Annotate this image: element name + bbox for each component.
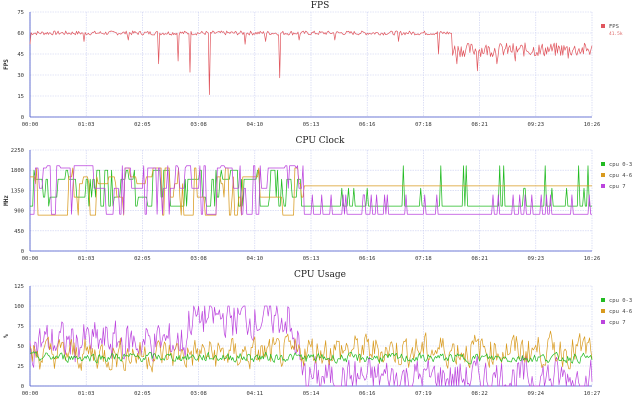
y-tick-label: 0 [21, 249, 24, 255]
x-tick-label: 06:16 [359, 256, 376, 262]
legend: cpu 0-3 cpu 4-6 cpu 7 [601, 298, 632, 326]
legend-swatch [601, 320, 605, 324]
chart-title: CPU Usage [294, 270, 346, 280]
x-tick-label: 08:21 [471, 256, 488, 262]
y-tick-label: 0 [21, 115, 24, 121]
y-tick-label: 1350 [11, 188, 24, 194]
x-tick-label: 02:05 [134, 256, 151, 262]
x-tick-label: 05:13 [303, 122, 320, 128]
x-tick-label: 02:05 [134, 391, 151, 397]
x-tick-label: 04:10 [247, 122, 264, 128]
y-tick-label: 25 [17, 364, 24, 370]
x-tick-label: 07:19 [415, 391, 432, 397]
x-tick-label: 00:00 [22, 122, 39, 128]
y-tick-label: 75 [17, 10, 24, 16]
legend-label: cpu 0-3 [609, 298, 632, 304]
x-tick-label: 01:03 [78, 122, 95, 128]
x-tick-label: 05:14 [303, 391, 320, 397]
y-tick-label: 100 [14, 304, 24, 310]
x-tick-label: 08:21 [471, 122, 488, 128]
x-tick-label: 09:24 [528, 391, 545, 397]
x-tick-label: 07:18 [415, 256, 432, 262]
x-tick-label: 03:08 [190, 391, 207, 397]
x-tick-label: 01:03 [78, 391, 95, 397]
y-tick-label: 60 [17, 31, 24, 37]
x-tick-label: 02:05 [134, 122, 151, 128]
x-tick-label: 07:18 [415, 122, 432, 128]
legend-swatch [601, 309, 605, 313]
legend-swatch [601, 184, 605, 188]
y-axis-label: MHz [3, 195, 10, 206]
clock-series-line [30, 165, 592, 207]
clock-series-line [30, 167, 592, 216]
chart-panel-0: FPS 0 15 30 45 60 75 00:00 01:03 02:05 03:08 04:10 0… [3, 1, 623, 128]
y-axis-label: FPS [3, 59, 10, 70]
x-tick-label: 10:26 [584, 122, 601, 128]
x-tick-label: 10:27 [584, 391, 601, 397]
x-tick-label: 06:16 [359, 122, 376, 128]
legend-label: cpu 7 [609, 184, 626, 190]
x-tick-label: 04:11 [247, 391, 264, 397]
usage-series-line [29, 305, 593, 387]
legend-sublabel: 41.5k [609, 31, 623, 37]
chart-panel-2: CPU Usage 0 25 50 75 100 125 00:00 01:03 02:05 03:… [3, 270, 632, 397]
x-tick-label: 04:10 [247, 256, 264, 262]
y-tick-label: 125 [14, 284, 24, 290]
y-tick-label: 45 [17, 52, 24, 58]
y-tick-label: 0 [21, 384, 24, 390]
legend-label: cpu 0-3 [609, 162, 632, 168]
y-tick-label: 450 [14, 229, 24, 235]
legend-label: FPS [609, 24, 619, 30]
legend-swatch [601, 298, 605, 302]
y-tick-label: 900 [14, 209, 24, 215]
x-tick-label: 03:08 [190, 256, 207, 262]
fps-series-line [29, 30, 593, 95]
y-tick-label: 75 [17, 324, 24, 330]
y-tick-label: 50 [17, 344, 24, 350]
y-axis-label: % [3, 334, 10, 338]
y-tick-label: 1800 [11, 168, 24, 174]
chart-panel-1: CPU Clock 0 450 900 1350 1800 2250 00:00 01:03 02… [3, 136, 632, 262]
x-tick-label: 06:16 [359, 391, 376, 397]
legend-label: cpu 4-6 [609, 173, 632, 179]
legend-label: cpu 7 [609, 320, 626, 326]
chart-title: CPU Clock [296, 136, 345, 146]
x-tick-label: 09:23 [528, 122, 545, 128]
legend-swatch [601, 162, 605, 166]
clock-series-line [30, 165, 592, 215]
x-tick-label: 03:08 [190, 122, 207, 128]
legend: cpu 0-3 cpu 4-6 cpu 7 [601, 162, 632, 190]
y-tick-label: 30 [17, 73, 24, 79]
x-tick-label: 00:00 [22, 256, 39, 262]
x-tick-label: 09:23 [528, 256, 545, 262]
x-tick-label: 10:26 [584, 256, 601, 262]
usage-series-line [29, 330, 593, 373]
y-tick-label: 2250 [11, 148, 24, 154]
legend-label: cpu 4-6 [609, 309, 632, 315]
x-tick-label: 08:22 [471, 391, 488, 397]
legend-swatch [601, 173, 605, 177]
usage-series-line [29, 351, 593, 365]
chart-title: FPS [311, 1, 329, 11]
x-tick-label: 00:00 [22, 391, 39, 397]
x-tick-label: 05:13 [303, 256, 320, 262]
y-tick-label: 15 [17, 94, 24, 100]
legend-swatch [601, 24, 605, 28]
x-tick-label: 01:03 [78, 256, 95, 262]
